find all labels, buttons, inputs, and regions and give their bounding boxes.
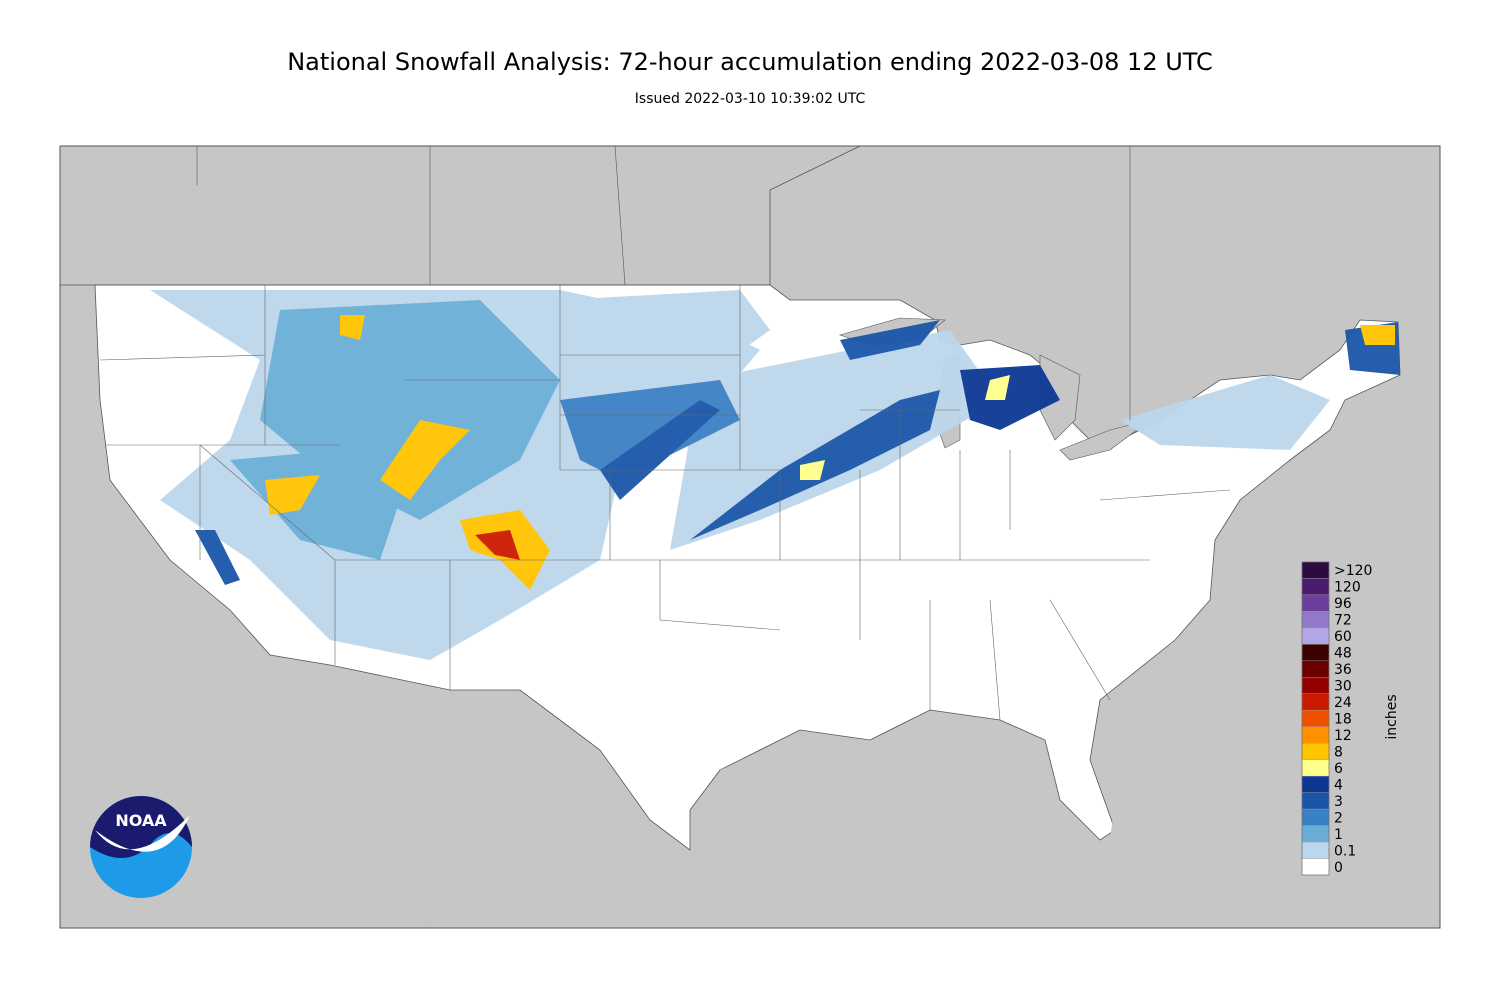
legend-swatch — [1301, 710, 1330, 727]
legend-swatch — [1301, 627, 1330, 645]
legend-label: 0.1 — [1334, 843, 1356, 859]
subtitle: Issued 2022-03-10 10:39:02 UTC — [635, 91, 866, 107]
legend-label: 0 — [1334, 860, 1343, 876]
legend-label: 30 — [1334, 679, 1352, 695]
legend-label: 12 — [1334, 728, 1352, 744]
legend-swatch — [1301, 644, 1330, 662]
legend-swatch — [1301, 578, 1330, 596]
lake-erie — [1059, 419, 1151, 461]
legend-label: 36 — [1334, 662, 1352, 678]
legend-swatch — [1301, 792, 1330, 810]
legend-label: 6 — [1334, 761, 1343, 777]
province-lines — [196, 145, 1131, 420]
noaa-logo: NOAA — [90, 796, 192, 898]
legend-swatch — [1301, 825, 1330, 843]
legend-label: 120 — [1334, 580, 1361, 596]
legend-swatch — [1301, 561, 1330, 579]
atlantic — [1110, 360, 1440, 928]
legend-swatch — [1301, 677, 1330, 694]
legend-label: 2 — [1334, 810, 1343, 826]
legend-label: >120 — [1334, 563, 1372, 579]
title: National Snowfall Analysis: 72-hour accu… — [287, 48, 1213, 76]
legend-label: 3 — [1334, 794, 1343, 810]
legend-swatch — [1301, 743, 1330, 760]
legend-swatch — [1301, 841, 1330, 859]
map-border — [59, 145, 1441, 929]
legend-label: 24 — [1334, 695, 1352, 711]
legend-swatch — [1301, 858, 1330, 876]
legend-swatch — [1301, 611, 1330, 629]
logo-top — [90, 796, 192, 859]
legend-swatch — [1301, 759, 1330, 777]
legend-title: inches — [1384, 694, 1400, 739]
legend-swatch — [1301, 594, 1330, 612]
border-lines — [60, 145, 861, 286]
map-frame — [59, 145, 1441, 929]
legend-swatch — [1301, 726, 1330, 744]
state-borders — [99, 285, 1231, 721]
logo-text: NOAA — [115, 811, 167, 830]
legend-label: 72 — [1334, 613, 1352, 629]
legend-swatch — [1301, 660, 1330, 678]
legend-label: 8 — [1334, 744, 1343, 760]
legend-frame — [1301, 561, 1330, 876]
pacific — [60, 300, 430, 928]
legend-label: 4 — [1334, 777, 1343, 793]
legend-label: 60 — [1334, 629, 1352, 645]
legend-swatch — [1301, 775, 1330, 793]
legend-label: 1 — [1334, 827, 1343, 843]
legend: inches >1201209672604836302418128643210.… — [1301, 561, 1400, 876]
logo-bird — [95, 815, 190, 852]
snowfall-shading — [150, 290, 1400, 660]
legend-label: 48 — [1334, 646, 1352, 662]
legend-label: 96 — [1334, 596, 1352, 612]
gulf — [720, 715, 1100, 928]
legend-swatch — [1301, 808, 1330, 826]
legend-label: 18 — [1334, 712, 1352, 728]
legend-swatch — [1301, 693, 1330, 711]
